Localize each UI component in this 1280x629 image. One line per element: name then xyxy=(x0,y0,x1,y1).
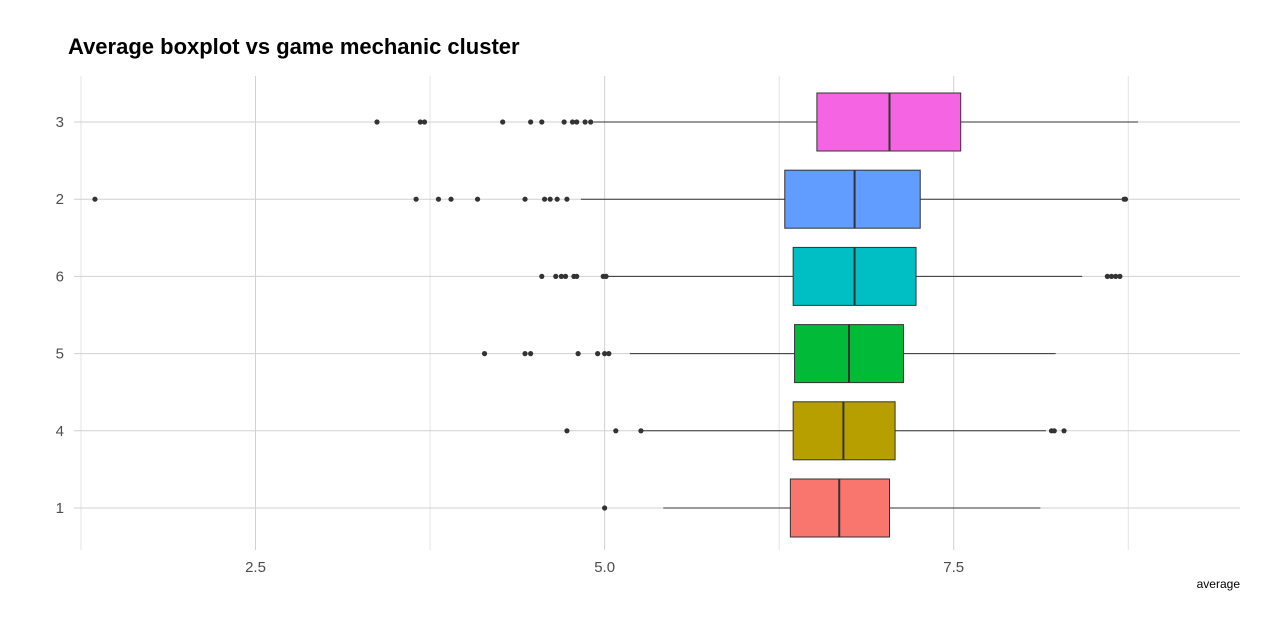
y-tick-label: 2 xyxy=(56,191,64,208)
outlier-point xyxy=(522,196,528,202)
outlier-point xyxy=(417,119,423,125)
x-axis-ticks: 2.5 5.0 7.5 xyxy=(245,559,964,576)
outlier-point xyxy=(474,196,481,202)
boxplot-cluster-6 xyxy=(539,246,1123,306)
outlier-point xyxy=(1122,196,1129,202)
outlier-point xyxy=(435,196,442,202)
outlier-point xyxy=(541,196,548,202)
outlier-point xyxy=(374,119,380,125)
outlier-point xyxy=(561,119,567,125)
boxplot-cluster-3 xyxy=(374,92,1139,152)
outlier-point xyxy=(564,428,570,434)
outlier-point xyxy=(562,273,569,279)
outlier-point xyxy=(413,196,419,202)
outlier-point xyxy=(539,119,545,125)
outlier-point xyxy=(481,351,488,357)
box-iqr xyxy=(784,169,921,229)
outlier-point xyxy=(574,273,580,279)
outlier-point xyxy=(606,351,612,357)
outlier-point xyxy=(421,119,428,125)
x-tick-label: 7.5 xyxy=(943,559,964,576)
boxplot-cluster-2 xyxy=(92,169,1129,229)
x-tick-label: 5.0 xyxy=(594,559,615,576)
y-axis-ticks: 3 2 6 5 4 1 xyxy=(56,114,64,517)
outlier-point xyxy=(1104,273,1110,279)
outlier-point xyxy=(575,351,581,357)
outlier-point xyxy=(588,119,594,125)
outlier-point xyxy=(553,273,559,279)
y-tick-label: 5 xyxy=(56,346,64,363)
outlier-point xyxy=(564,196,570,202)
boxplots xyxy=(92,92,1139,538)
outlier-point xyxy=(1113,273,1119,279)
y-tick-label: 4 xyxy=(56,423,64,440)
outlier-point xyxy=(539,273,545,279)
outlier-point xyxy=(1051,428,1057,434)
outlier-point xyxy=(602,351,608,357)
outlier-point xyxy=(638,428,644,434)
y-tick-label: 1 xyxy=(56,500,64,517)
outlier-point xyxy=(554,196,560,202)
boxplot-cluster-1 xyxy=(602,478,1041,538)
outlier-point xyxy=(522,351,528,357)
outlier-point xyxy=(1108,273,1115,279)
outlier-point xyxy=(582,119,588,125)
outlier-point xyxy=(613,428,619,434)
y-tick-label: 6 xyxy=(56,268,64,285)
outlier-point xyxy=(574,119,580,125)
outlier-point xyxy=(595,351,601,357)
outlier-point xyxy=(1117,273,1123,279)
chart-title: Average boxplot vs game mechanic cluster xyxy=(68,34,520,59)
outlier-point xyxy=(603,273,609,279)
outlier-point xyxy=(547,196,553,202)
outlier-point xyxy=(448,196,454,202)
outlier-point xyxy=(1061,428,1067,434)
outlier-point xyxy=(602,505,608,511)
x-tick-label: 2.5 xyxy=(245,559,266,576)
boxplot-cluster-4 xyxy=(564,401,1067,461)
x-axis-title: average xyxy=(1197,577,1241,591)
outlier-point xyxy=(558,273,564,279)
outlier-point xyxy=(92,196,98,202)
outlier-point xyxy=(569,119,576,125)
outlier-point xyxy=(500,119,506,125)
outlier-point xyxy=(528,119,534,125)
grid-lines xyxy=(74,76,1240,550)
y-tick-label: 3 xyxy=(56,114,64,131)
boxplot-cluster-5 xyxy=(481,324,1056,384)
outlier-point xyxy=(528,351,534,357)
